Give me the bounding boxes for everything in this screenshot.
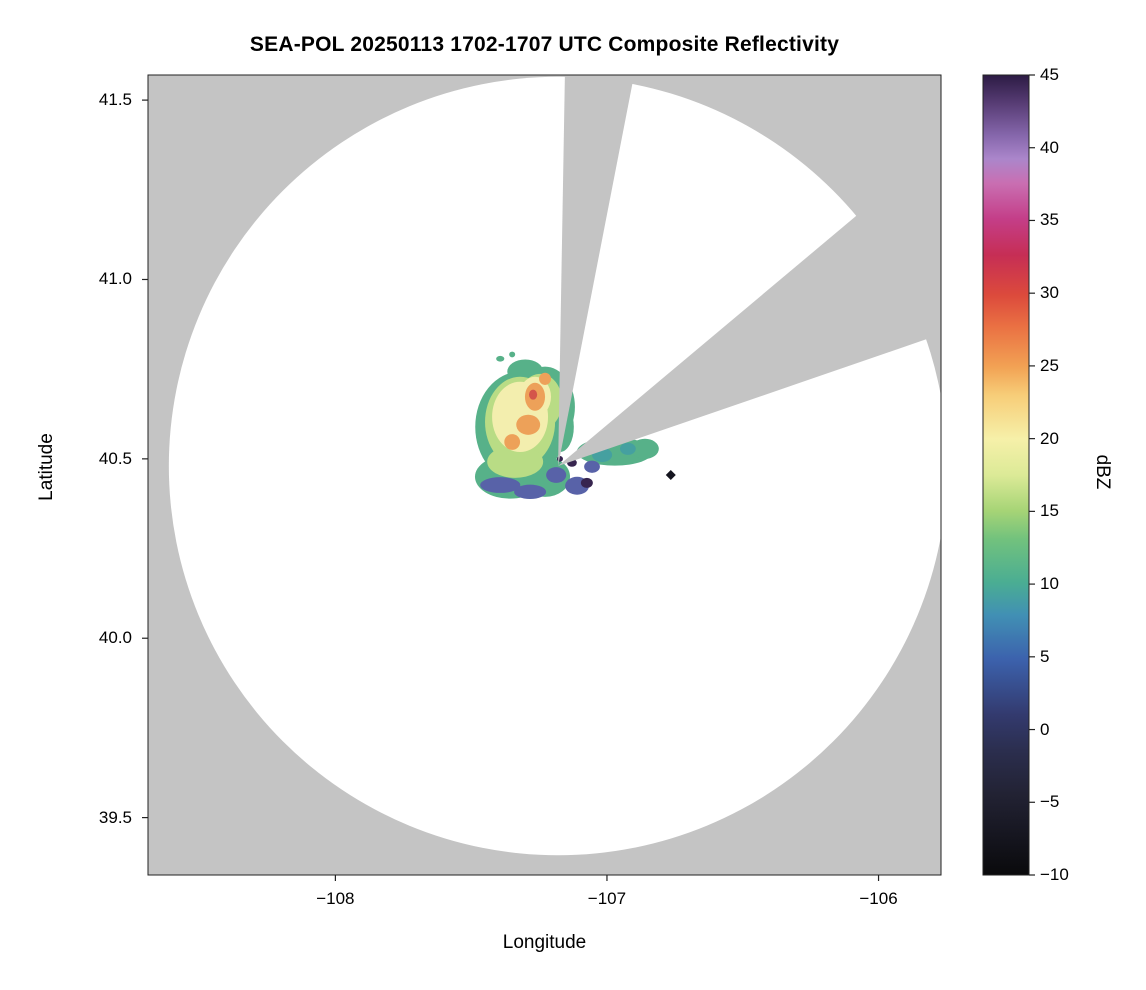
echo-cell: [580, 477, 593, 488]
echo-cell: [584, 460, 600, 473]
echo-cell: [516, 414, 541, 435]
colorbar-tick-label: 15: [1040, 501, 1059, 521]
y-tick-label: 41.5: [98, 90, 132, 110]
blocked-sector-wedge: [558, 75, 635, 467]
x-tick-label: −108: [316, 889, 355, 908]
echo-cell: [509, 351, 516, 358]
colorbar-tick-label: 5: [1040, 646, 1050, 666]
echo-cell: [504, 434, 521, 450]
colorbar-tick-label: 45: [1040, 65, 1059, 84]
y-tick-label: 40.0: [98, 628, 132, 648]
x-tick-label: −106: [859, 889, 898, 908]
y-tick-label: 39.5: [98, 807, 132, 827]
colorbar-tick-label: −10: [1040, 865, 1069, 884]
chart-title: SEA-POL 20250113 1702-1707 UTC Composite…: [249, 33, 840, 56]
y-tick-label: 40.5: [98, 448, 132, 468]
echo-cell: [529, 389, 538, 400]
echo-cell: [631, 438, 659, 459]
colorbar-tick-label: −5: [1040, 792, 1060, 812]
echo-cell: [546, 467, 567, 483]
x-tick-label: −107: [587, 889, 627, 908]
blocked-sector-wedge: [558, 177, 941, 467]
colorbar-tick-label: 35: [1040, 210, 1059, 230]
plot-area: [148, 75, 941, 875]
y-tick-label: 41.0: [98, 269, 132, 289]
echo-cell: [619, 442, 636, 455]
plot-frame: [147, 74, 942, 876]
colorbar-tick-label: 40: [1040, 137, 1059, 157]
echo-cell: [496, 355, 505, 362]
x-axis-label: Longitude: [502, 932, 587, 953]
echo-cell: [514, 484, 547, 500]
y-axis-label: Latitude: [36, 433, 57, 501]
echo-cell: [556, 455, 563, 462]
colorbar-label: dBZ: [1092, 454, 1113, 490]
colorbar-tick-label: 20: [1040, 428, 1059, 448]
echo-cell: [539, 372, 552, 385]
colorbar-tick-label: 0: [1040, 719, 1050, 739]
colorbar-tick-label: 25: [1040, 355, 1059, 375]
colorbar-tick-label: 30: [1040, 283, 1059, 303]
colorbar: [982, 74, 1030, 876]
echo-cell: [487, 445, 544, 478]
echo-cell: [480, 477, 521, 493]
colorbar-tick-label: 10: [1040, 574, 1059, 594]
point-echo-marker: [665, 470, 676, 480]
